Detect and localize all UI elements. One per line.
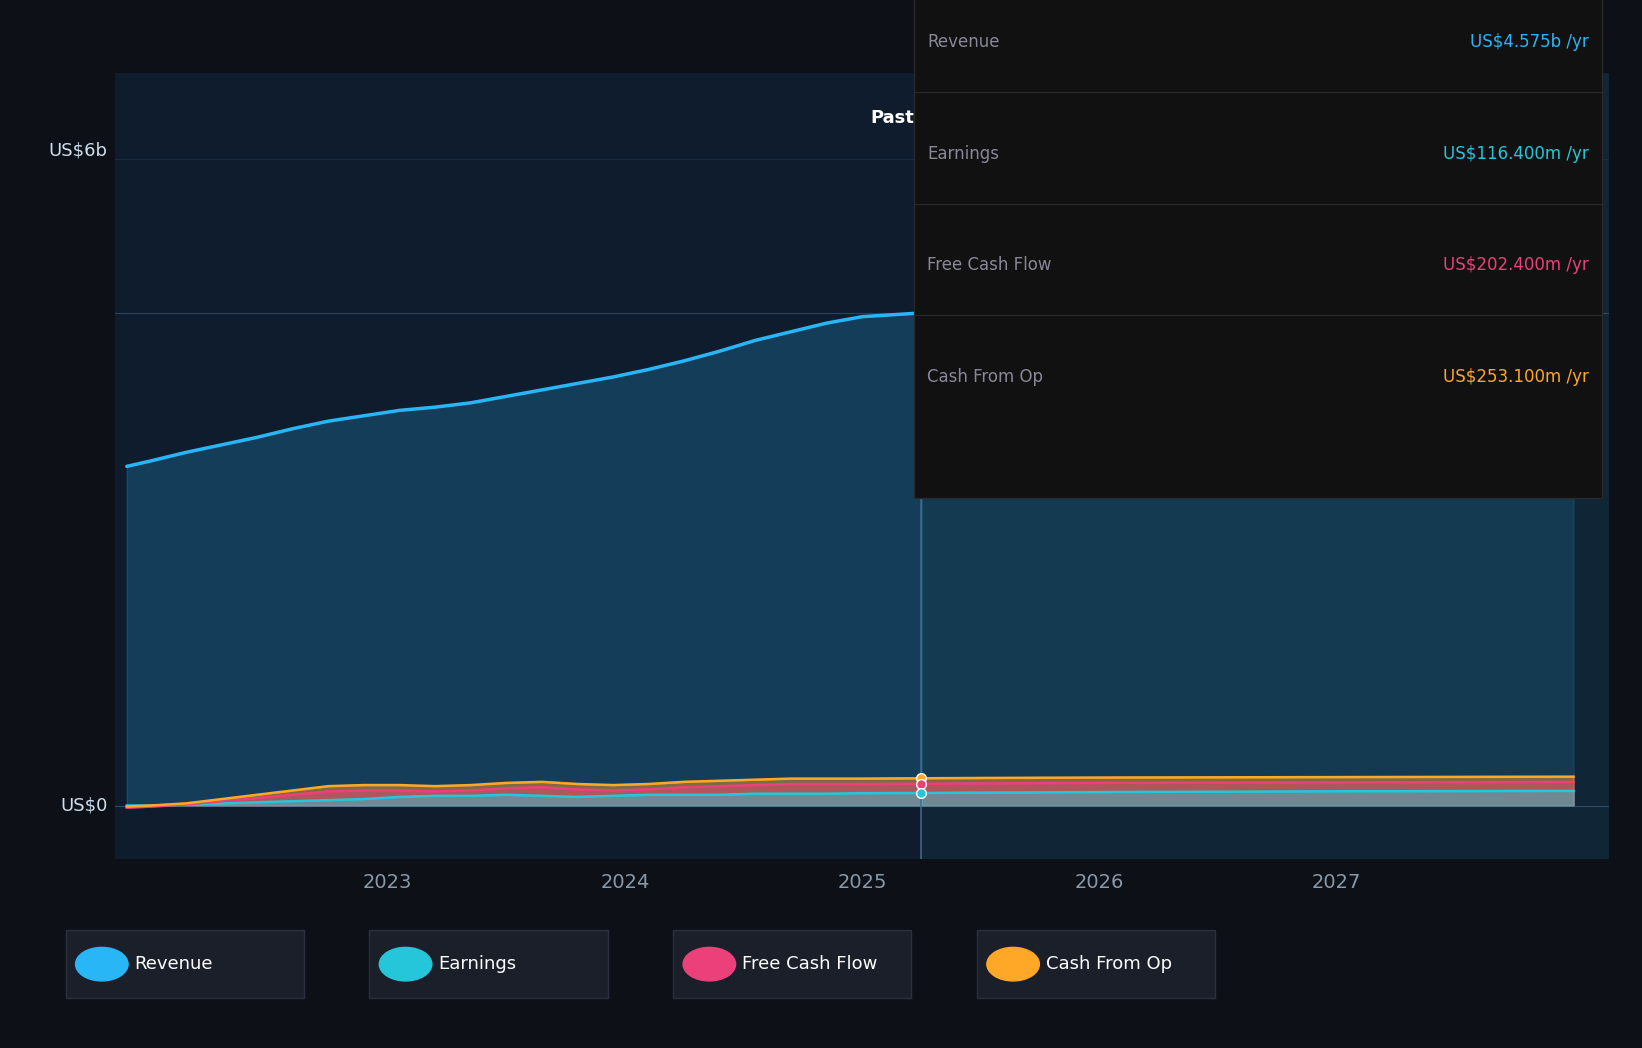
Text: US$0: US$0: [61, 796, 107, 814]
Text: Analysts Forecasts: Analysts Forecasts: [929, 109, 1097, 127]
Text: US$116.400m /yr: US$116.400m /yr: [1443, 145, 1588, 162]
Text: US$253.100m /yr: US$253.100m /yr: [1443, 368, 1588, 386]
Text: Cash From Op: Cash From Op: [928, 368, 1043, 386]
Text: Earnings: Earnings: [928, 145, 1000, 162]
Text: US$202.400m /yr: US$202.400m /yr: [1443, 256, 1588, 275]
Text: Free Cash Flow: Free Cash Flow: [928, 256, 1053, 275]
Text: Free Cash Flow: Free Cash Flow: [742, 955, 877, 974]
Text: US$6b: US$6b: [49, 141, 107, 159]
Text: Past: Past: [870, 109, 915, 127]
Bar: [921, 73, 1609, 859]
Text: Revenue: Revenue: [135, 955, 213, 974]
Text: Earnings: Earnings: [438, 955, 517, 974]
Text: Revenue: Revenue: [928, 34, 1000, 51]
Text: Cash From Op: Cash From Op: [1046, 955, 1172, 974]
Text: US$4.575b /yr: US$4.575b /yr: [1470, 34, 1588, 51]
Bar: [115, 73, 921, 859]
